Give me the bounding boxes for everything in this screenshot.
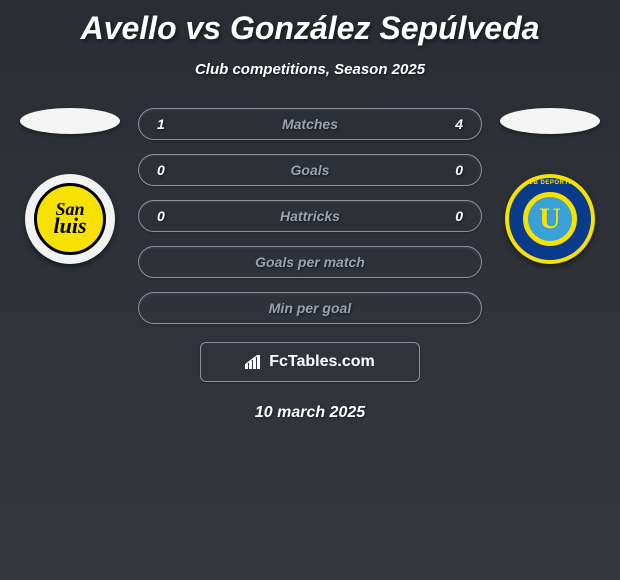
left-club-logo: San luis [25,174,115,264]
uc-ring-text: CLUB DEPORTIVO [520,180,581,186]
san-luis-badge: San luis [34,183,106,255]
stat-label: Matches [197,116,423,132]
stat-label: Goals per match [197,254,423,270]
stat-left-value: 0 [157,162,197,178]
stat-min-per-goal: Min per goal [138,292,482,324]
stat-right-value: 4 [423,116,463,132]
stat-goals: 0 Goals 0 [138,154,482,186]
bar-chart-icon [245,355,263,369]
page-subtitle: Club competitions, Season 2025 [0,61,620,78]
uc-center: U [528,197,572,241]
stat-label: Hattricks [197,208,423,224]
brand-text: FcTables.com [269,353,375,371]
stat-matches: 1 Matches 4 [138,108,482,140]
stat-right-value: 0 [423,208,463,224]
left-player-col: San luis [10,108,130,264]
right-player-col: CLUB DEPORTIVO U [490,108,610,264]
stat-label: Goals [197,162,423,178]
date-line: 10 march 2025 [0,404,620,422]
logo-text-line2: luis [53,217,86,236]
stat-left-value: 1 [157,116,197,132]
page-title: Avello vs González Sepúlveda [0,0,620,47]
stat-goals-per-match: Goals per match [138,246,482,278]
left-flag [20,108,120,134]
stats-column: 1 Matches 4 0 Goals 0 0 Hattricks 0 Goal… [130,108,490,324]
right-club-logo: CLUB DEPORTIVO U [505,174,595,264]
uc-letter: U [539,202,561,236]
stat-label: Min per goal [197,300,423,316]
brand-box[interactable]: FcTables.com [200,342,420,382]
stat-left-value: 0 [157,208,197,224]
stat-right-value: 0 [423,162,463,178]
stat-hattricks: 0 Hattricks 0 [138,200,482,232]
comparison-row: San luis 1 Matches 4 0 Goals 0 0 Hattric… [0,108,620,324]
right-flag [500,108,600,134]
